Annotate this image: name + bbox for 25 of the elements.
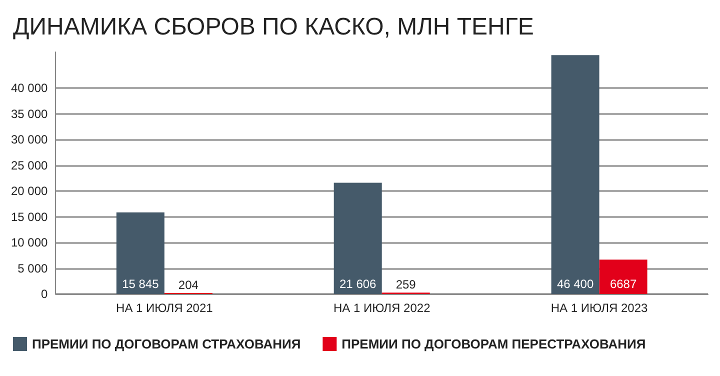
data-label: 46 400 <box>556 277 594 291</box>
y-tick-label: 30 000 <box>11 132 48 147</box>
x-tick-label: НА 1 ИЮЛЯ 2023 <box>550 301 648 315</box>
bar <box>334 182 382 294</box>
data-label: 259 <box>396 278 416 292</box>
y-tick-label: 10 000 <box>11 236 48 250</box>
bar <box>599 260 648 294</box>
y-tick-label: 0 <box>41 287 48 301</box>
bar <box>551 55 600 294</box>
data-label: 204 <box>178 278 199 292</box>
legend-label: ПРЕМИИ ПО ДОГОВОРАМ СТРАХОВАНИЯ <box>32 336 301 352</box>
y-tick-label: 35 000 <box>11 106 48 121</box>
x-tick-label: НА 1 ИЮЛЯ 2021 <box>116 301 214 315</box>
y-tick-label: 40 000 <box>11 81 48 96</box>
y-tick-label: 5 000 <box>18 261 48 276</box>
data-label: 15 845 <box>122 277 160 291</box>
legend-label: ПРЕМИИ ПО ДОГОВОРАМ ПЕРЕСТРАХОВАНИЯ <box>342 336 646 352</box>
y-tick-label: 25 000 <box>11 158 48 172</box>
data-label: 6687 <box>610 277 637 291</box>
x-tick-label: НА 1 ИЮЛЯ 2022 <box>333 301 431 315</box>
data-label: 21 606 <box>340 277 377 291</box>
y-tick-label: 15 000 <box>11 210 48 224</box>
y-tick-label: 20 000 <box>11 184 48 198</box>
bar <box>116 212 164 294</box>
chart-title: ДИНАМИКА СБОРОВ ПО КАСКО, МЛН ТЕНГЕ <box>13 14 534 40</box>
